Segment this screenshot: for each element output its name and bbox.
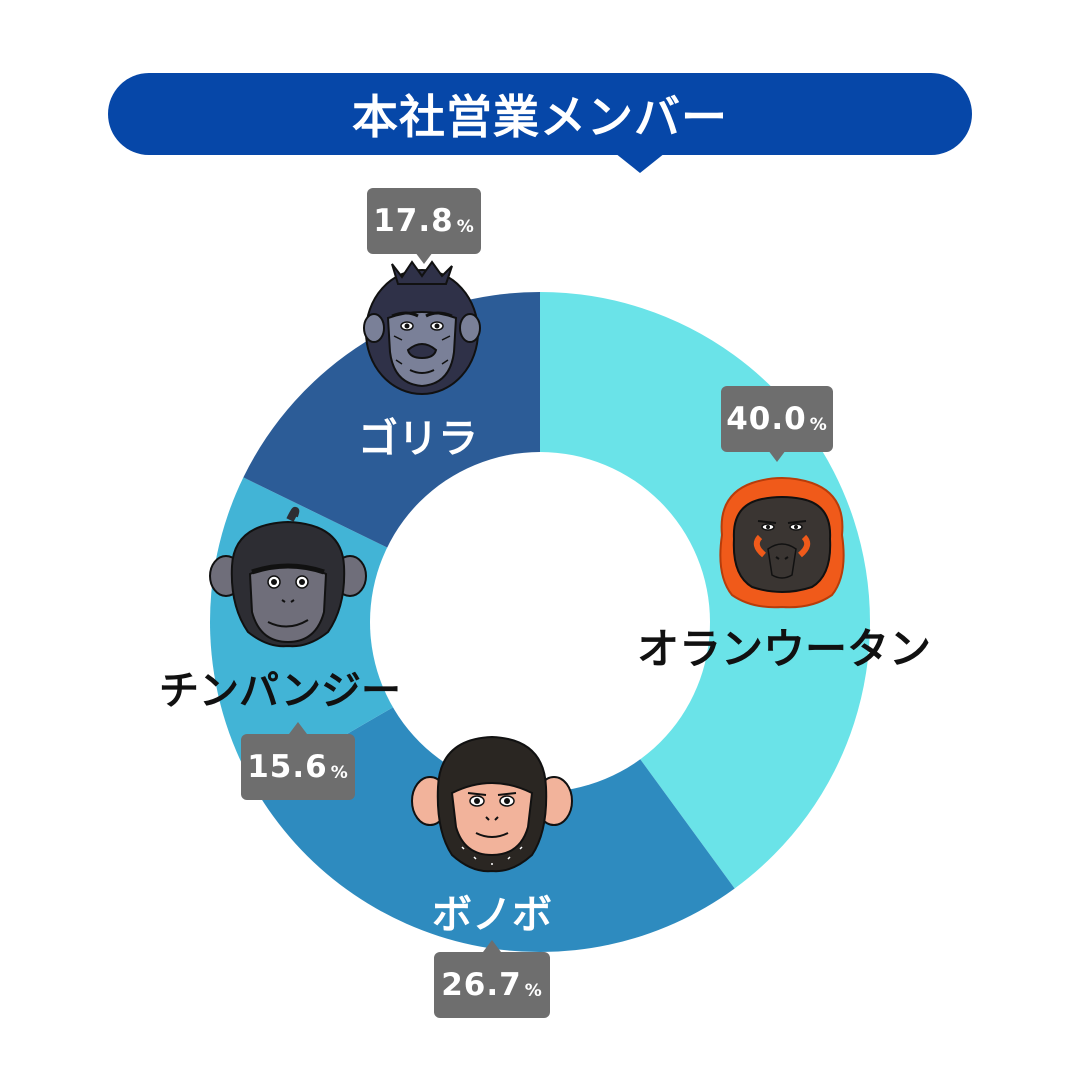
bonobo-face-icon [411, 735, 573, 873]
chimpanzee-face-icon [209, 506, 367, 648]
value-label-bonobo: 26.7 [441, 967, 522, 1003]
gorilla-face-icon [363, 260, 481, 395]
percent-unit: % [330, 763, 349, 783]
percent-unit: % [524, 981, 543, 1001]
percent-unit: % [809, 415, 828, 435]
value-badge-chimpanzee: 15.6% [241, 722, 355, 800]
value-badge-orangutan: 40.0% [721, 386, 833, 462]
orangutan-face-icon [719, 477, 845, 609]
category-label-chimpanzee: チンパンジー [159, 668, 401, 714]
donut-hole [370, 452, 710, 792]
category-label-bonobo: ボノボ [432, 892, 552, 938]
category-label-orangutan: オランウータン [636, 624, 932, 674]
value-label-chimpanzee: 15.6 [247, 749, 328, 785]
value-label-orangutan: 40.0 [726, 401, 807, 437]
category-label-gorilla: ゴリラ [358, 416, 478, 462]
value-label-gorilla: 17.8 [373, 203, 454, 239]
value-badge-bonobo: 26.7% [434, 940, 550, 1018]
value-badge-gorilla: 17.8% [367, 188, 481, 264]
percent-unit: % [456, 217, 475, 237]
title-banner: 本社営業メンバー [108, 73, 972, 173]
chart-title: 本社営業メンバー [352, 90, 728, 144]
